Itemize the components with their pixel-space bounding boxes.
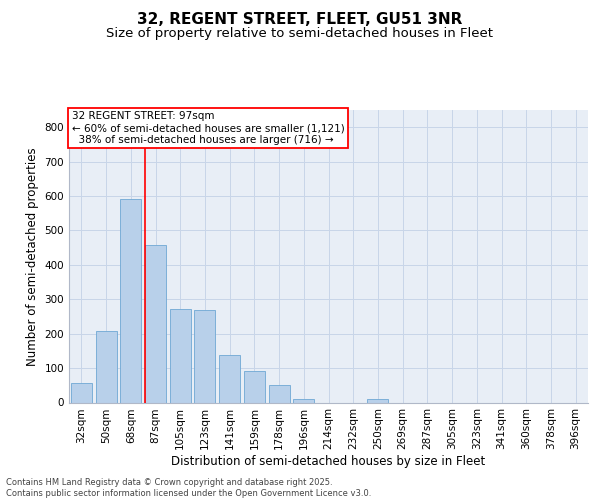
Bar [194,310,215,402]
Bar [71,383,92,402]
Bar [170,309,191,402]
Bar [219,354,240,403]
Bar [120,199,141,402]
Bar [367,398,388,402]
Text: Size of property relative to semi-detached houses in Fleet: Size of property relative to semi-detach… [107,28,493,40]
Bar [95,330,116,402]
Y-axis label: Number of semi-detached properties: Number of semi-detached properties [26,147,39,366]
Bar [244,371,265,402]
Bar [269,386,290,402]
Text: 32, REGENT STREET, FLEET, GU51 3NR: 32, REGENT STREET, FLEET, GU51 3NR [137,12,463,28]
Text: 32 REGENT STREET: 97sqm
← 60% of semi-detached houses are smaller (1,121)
  38% : 32 REGENT STREET: 97sqm ← 60% of semi-de… [71,112,344,144]
Bar [145,244,166,402]
Bar [293,399,314,402]
Text: Contains HM Land Registry data © Crown copyright and database right 2025.
Contai: Contains HM Land Registry data © Crown c… [6,478,371,498]
X-axis label: Distribution of semi-detached houses by size in Fleet: Distribution of semi-detached houses by … [172,455,485,468]
